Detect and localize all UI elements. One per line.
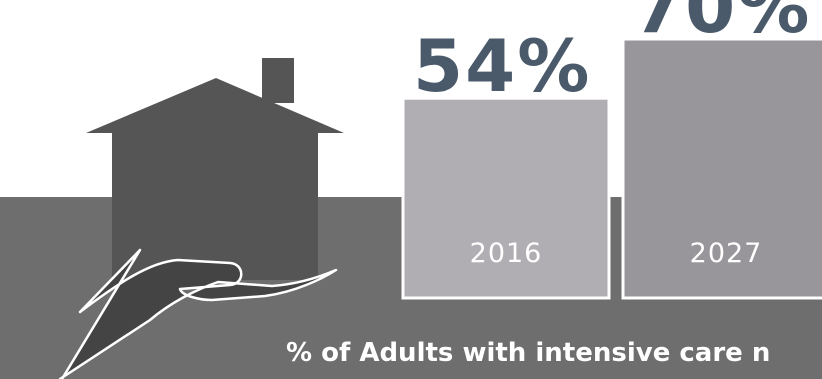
bar-2016	[401, 96, 611, 300]
category-label-2027: 2027	[689, 238, 763, 269]
bar-2027	[621, 37, 822, 300]
value-label-2016: 54%	[413, 24, 592, 109]
value-label-2027: 70%	[633, 0, 812, 49]
category-label-2016: 2016	[469, 238, 543, 269]
hand-icon	[58, 248, 338, 379]
x-axis-caption: % of Adults with intensive care n	[286, 338, 771, 368]
house-icon	[86, 58, 344, 280]
